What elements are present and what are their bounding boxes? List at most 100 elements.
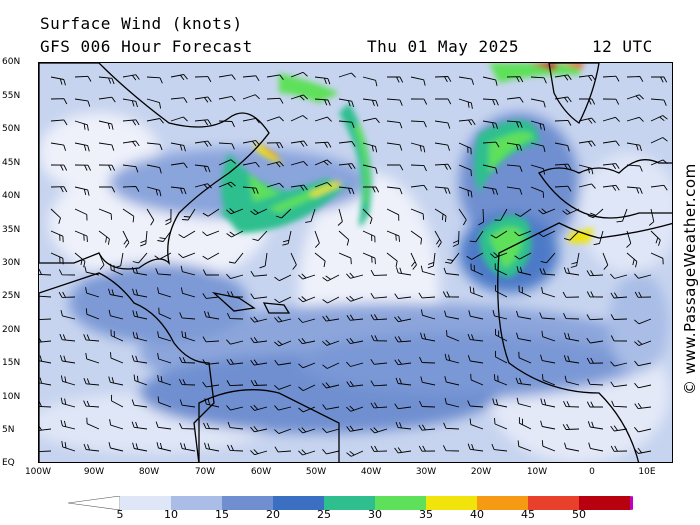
wind-barb: [50, 119, 68, 126]
wind-map[interactable]: [38, 62, 673, 463]
wind-barb: [218, 74, 236, 80]
forecast-date: Thu 01 May 2025: [367, 37, 519, 56]
wind-barb: [178, 252, 196, 259]
wind-barb: [266, 116, 284, 122]
wind-barb: [419, 400, 436, 408]
wind-barb: [322, 382, 340, 389]
wind-barb: [386, 186, 403, 195]
wind-barb: [154, 252, 172, 260]
colorbar-label: 35: [419, 508, 433, 521]
wind-barb: [194, 119, 212, 126]
wind-barb: [274, 446, 292, 453]
wind-barb: [227, 421, 244, 430]
wind-barb: [60, 309, 76, 320]
wind-barb: [578, 140, 596, 147]
wind-barb: [194, 76, 212, 83]
wind-barb: [98, 142, 115, 151]
wind-barb: [516, 266, 532, 276]
wind-barb: [194, 96, 212, 103]
colorbar-label: 30: [368, 508, 382, 521]
wind-barb: [274, 316, 292, 323]
wind-barb: [122, 164, 139, 173]
wind-barb: [444, 397, 460, 408]
wind-barb: [50, 142, 67, 151]
wind-barb: [314, 181, 332, 188]
wind-barb: [386, 120, 403, 129]
wind-barb: [108, 288, 124, 298]
wind-barb: [444, 376, 460, 386]
wind-barb: [298, 338, 316, 345]
wind-barb: [362, 76, 378, 87]
wind-barb: [74, 120, 89, 131]
wind-barb: [202, 293, 220, 299]
wind-barb: [362, 117, 380, 124]
wind-barb: [346, 361, 364, 367]
wind-barb: [99, 186, 116, 193]
wind-barb: [578, 164, 594, 175]
wind-barb: [178, 379, 196, 386]
wind-speed-field: [39, 113, 672, 462]
wind-barb: [492, 398, 508, 408]
wind-barb: [322, 274, 340, 282]
wind-barb: [314, 159, 332, 166]
hispaniola-outline: [262, 302, 291, 314]
wind-barb: [218, 159, 236, 166]
wind-barb: [650, 98, 667, 106]
wind-barb: [539, 312, 556, 320]
wind-barb: [540, 420, 556, 430]
wind-barb: [226, 273, 244, 280]
wind-barb: [530, 142, 546, 153]
wind-barb: [468, 310, 484, 320]
colorbar-label: 10: [164, 508, 178, 521]
wind-barb: [395, 421, 412, 430]
wind-barb: [514, 208, 532, 217]
wind-barb: [85, 308, 100, 320]
wind-barb: [394, 316, 412, 323]
wind-barb: [458, 142, 472, 155]
colorbar-label: 50: [572, 508, 586, 521]
wind-barb: [563, 267, 580, 276]
wind-barb: [314, 230, 320, 248]
wind-barb: [470, 263, 484, 276]
wind-barb: [250, 336, 268, 344]
wind-barb: [586, 314, 604, 321]
wind-barb: [274, 405, 292, 411]
europe-outline: [538, 159, 672, 219]
wind-barb: [226, 339, 244, 345]
wind-barb: [469, 418, 484, 430]
wind-barb: [338, 141, 356, 147]
wind-barb: [298, 296, 316, 303]
wind-barb: [410, 76, 426, 86]
wind-barb: [420, 376, 436, 386]
wind-barb: [442, 445, 460, 452]
wind-barb: [370, 269, 388, 276]
wind-barb: [386, 142, 403, 151]
wind-barb: [131, 266, 148, 276]
wind-barb: [83, 400, 100, 408]
colorbar-segment: [477, 496, 528, 510]
wind-barb: [516, 332, 532, 342]
wind-barb: [98, 76, 115, 85]
wind-barb: [458, 76, 475, 85]
wind-barb: [554, 185, 572, 192]
wind-barb: [39, 295, 52, 298]
wind-barb: [266, 142, 284, 149]
wind-barb: [650, 230, 661, 246]
wind-barb: [338, 252, 352, 265]
wind-barb: [586, 270, 604, 277]
wind-barb: [74, 142, 90, 152]
wind-barb: [442, 291, 460, 298]
wind-barb: [634, 427, 652, 433]
wind-barb: [602, 163, 620, 170]
colorbar-arrow-high: [630, 496, 633, 510]
wind-barb: [506, 76, 524, 83]
lon-label: 0: [589, 467, 595, 477]
wind-barb: [444, 353, 460, 364]
wind-barb: [338, 98, 355, 108]
wind-barb: [540, 354, 556, 364]
central-america-outline: [39, 272, 215, 462]
wind-barb: [50, 164, 68, 171]
wind-barb: [445, 252, 460, 264]
wind-barb: [611, 400, 628, 408]
british-isles-outline: [548, 63, 600, 124]
